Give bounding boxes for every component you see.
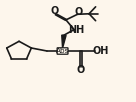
Text: O: O [50,6,58,16]
Polygon shape [62,35,66,48]
Text: O: O [75,7,83,17]
Text: O: O [77,65,85,75]
Text: NH: NH [68,25,84,35]
Text: OH: OH [92,46,109,56]
Text: Abs: Abs [56,48,69,54]
FancyBboxPatch shape [57,48,68,54]
